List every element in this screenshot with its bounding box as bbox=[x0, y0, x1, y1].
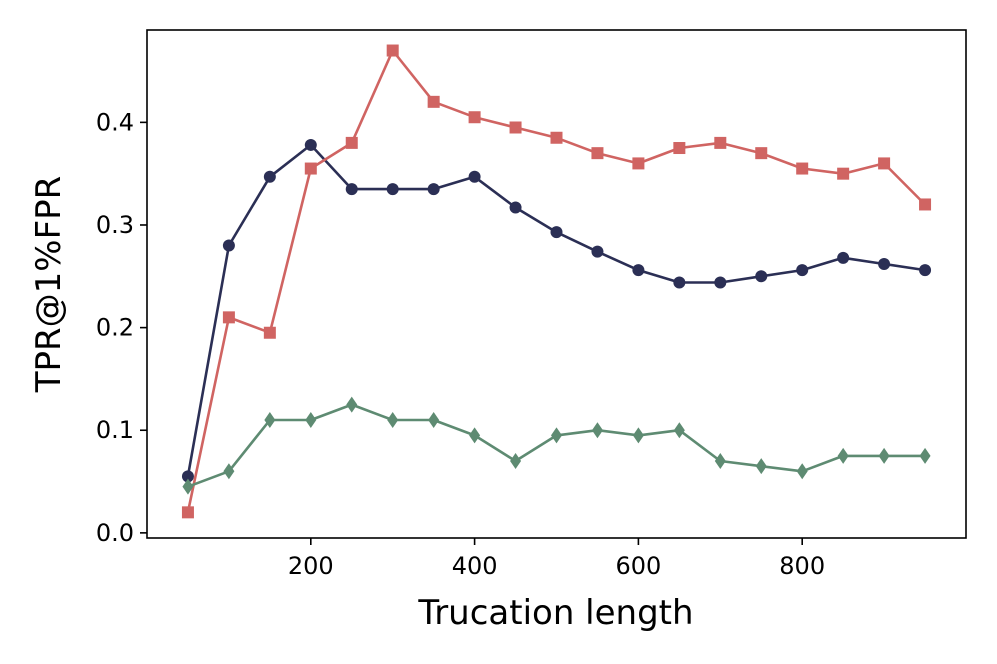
y-axis: 0.0 0.1 0.2 0.3 0.4 bbox=[96, 108, 147, 547]
y-tick-label: 0.0 bbox=[96, 519, 134, 547]
x-tick-label: 200 bbox=[288, 552, 334, 580]
data-point bbox=[345, 183, 358, 196]
data-point bbox=[222, 239, 235, 252]
data-point bbox=[919, 264, 932, 277]
data-point bbox=[304, 162, 317, 175]
series-circle bbox=[181, 138, 932, 483]
x-tick-label: 400 bbox=[452, 552, 498, 580]
data-point bbox=[714, 136, 727, 149]
x-tick-label: 600 bbox=[615, 552, 661, 580]
data-point bbox=[673, 422, 685, 439]
data-point bbox=[427, 183, 440, 196]
data-point bbox=[673, 276, 686, 289]
data-point bbox=[469, 427, 481, 444]
y-tick-label: 0.1 bbox=[96, 416, 134, 444]
data-point bbox=[632, 264, 645, 277]
series-layer bbox=[181, 44, 932, 519]
data-point bbox=[181, 506, 194, 519]
plot-area bbox=[146, 29, 967, 539]
data-point bbox=[550, 226, 563, 239]
data-point bbox=[222, 311, 235, 324]
y-tick-label: 0.3 bbox=[96, 211, 134, 239]
data-point bbox=[837, 251, 850, 264]
data-point bbox=[264, 411, 276, 428]
data-point bbox=[591, 147, 604, 160]
x-axis: 200 400 600 800 bbox=[288, 538, 825, 580]
series-square bbox=[181, 44, 932, 519]
data-point bbox=[591, 245, 604, 258]
data-point bbox=[878, 447, 890, 464]
data-point bbox=[551, 427, 562, 444]
x-axis-title: Trucation length bbox=[417, 593, 693, 633]
data-point bbox=[878, 257, 891, 270]
data-point bbox=[919, 198, 932, 211]
data-point bbox=[468, 170, 481, 183]
data-point bbox=[223, 463, 235, 480]
data-point bbox=[386, 183, 399, 196]
data-point bbox=[181, 470, 194, 483]
data-point bbox=[755, 270, 768, 283]
data-point bbox=[755, 458, 767, 475]
data-point bbox=[428, 411, 440, 428]
data-point bbox=[427, 95, 440, 108]
data-point bbox=[632, 427, 644, 444]
data-point bbox=[878, 157, 891, 170]
data-point bbox=[796, 162, 809, 175]
data-point bbox=[796, 264, 809, 277]
data-point bbox=[919, 447, 931, 464]
data-point bbox=[673, 142, 686, 155]
data-point bbox=[755, 147, 768, 160]
data-point bbox=[509, 201, 522, 214]
x-tick-label: 800 bbox=[779, 552, 825, 580]
data-point bbox=[263, 170, 276, 183]
data-point bbox=[632, 157, 645, 170]
y-axis-title: TPR@1%FPR bbox=[29, 176, 69, 394]
data-point bbox=[305, 411, 317, 428]
data-point bbox=[837, 167, 850, 180]
series-diamond bbox=[182, 396, 931, 495]
data-point bbox=[591, 422, 603, 439]
data-point bbox=[468, 111, 481, 124]
data-point bbox=[837, 447, 849, 464]
data-point bbox=[550, 131, 563, 144]
data-point bbox=[796, 463, 808, 480]
y-tick-label: 0.2 bbox=[96, 314, 134, 342]
y-tick-label: 0.4 bbox=[96, 108, 134, 136]
data-point bbox=[345, 136, 358, 149]
data-point bbox=[509, 121, 522, 134]
data-point bbox=[304, 138, 317, 151]
data-point bbox=[386, 44, 399, 57]
data-point bbox=[714, 453, 726, 470]
data-point bbox=[714, 276, 727, 289]
data-point bbox=[182, 478, 194, 495]
data-point bbox=[346, 396, 358, 413]
data-point bbox=[387, 411, 399, 428]
data-point bbox=[263, 326, 276, 339]
data-point bbox=[510, 453, 522, 470]
